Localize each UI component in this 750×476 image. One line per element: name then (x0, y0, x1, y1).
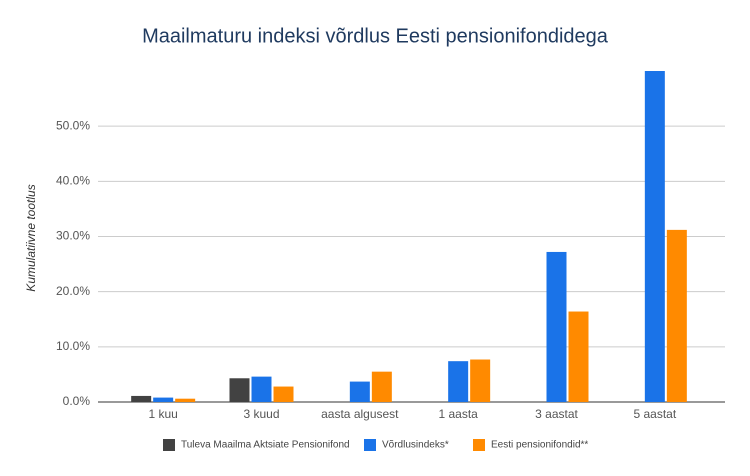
y-tick-label: 30.0% (56, 229, 90, 243)
y-tick-label: 10.0% (56, 339, 90, 353)
legend-swatch (163, 439, 175, 451)
bar (546, 251, 567, 402)
bar (251, 376, 272, 402)
bar (131, 395, 152, 402)
legend-swatch (364, 439, 376, 451)
bar (349, 381, 370, 402)
x-tick-label: aasta algusest (321, 407, 399, 421)
x-tick-label: 1 kuu (148, 407, 177, 421)
bar (153, 397, 174, 402)
x-tick-label: 1 aasta (438, 407, 478, 421)
bar (371, 371, 392, 402)
bar (273, 386, 294, 402)
chart-title: Maailmaturu indeksi võrdlus Eesti pensio… (142, 25, 609, 47)
legend-label: Eesti pensionifondid** (491, 440, 588, 451)
bar (644, 71, 665, 402)
bar (470, 359, 491, 402)
legend-label: Tuleva Maailma Aktsiate Pensionifond (181, 440, 350, 451)
bar (666, 229, 687, 402)
x-tick-label: 5 aastat (633, 407, 676, 421)
bar (175, 398, 196, 402)
legend-label: Võrdlusindeks* (382, 440, 449, 451)
y-tick-label: 50.0% (56, 118, 90, 132)
bar (448, 361, 469, 402)
legend-swatch (473, 439, 485, 451)
x-tick-label: 3 kuud (243, 407, 279, 421)
x-tick-label: 3 aastat (535, 407, 578, 421)
y-tick-label: 40.0% (56, 174, 90, 188)
bar (229, 378, 250, 402)
y-tick-label: 0.0% (63, 394, 91, 408)
y-tick-label: 20.0% (56, 284, 90, 298)
bar (568, 311, 589, 402)
y-axis-label: Kumulatiivne tootlus (24, 184, 38, 291)
